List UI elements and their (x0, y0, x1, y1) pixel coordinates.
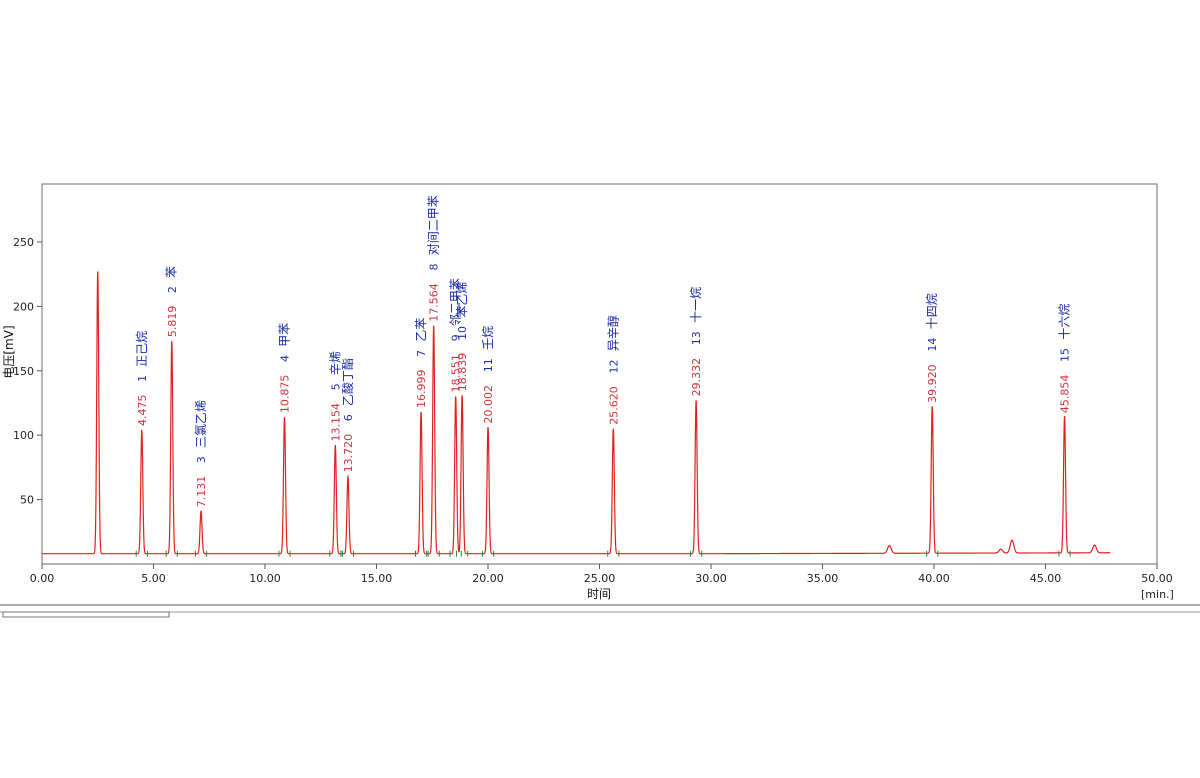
peak-retention-time: 13.720 (342, 434, 355, 473)
peak-retention-time: 18.551 (450, 354, 463, 393)
peak-compound-name: 苯乙烯 (455, 282, 469, 318)
trace-layer (42, 271, 1111, 555)
peak-compound-name: 十四烷 (925, 293, 939, 329)
axes: 0.00 5.00 10.00 15.00 20.00 25.00 30.00 35.00 40… (13, 236, 1173, 585)
x-tick-label: 25.00 (584, 572, 616, 585)
peak-retention-time: 29.332 (690, 358, 703, 397)
y-tick-label: 100 (13, 429, 34, 442)
peak-number: 5 (329, 383, 342, 390)
peak-number: 3 (195, 456, 208, 463)
y-tick-label: 250 (13, 236, 34, 249)
peak-labels: 4.475 1 正己烷 5.819 2 苯 7.131 3 三氯乙烯 10.875 4 甲苯 13.15… (135, 195, 1072, 507)
peak-compound-name: 苯 (165, 266, 179, 278)
peak-compound-name: 邻二甲苯 (449, 278, 463, 326)
peak-compound-name: 对间二甲苯 (427, 195, 441, 255)
peak-compound-name: 十六烷 (1058, 304, 1072, 340)
peak-compound-name: 十一烷 (689, 287, 703, 323)
y-axis-title: 电压[mV] (2, 325, 16, 378)
peak-compound-name: 三氯乙烯 (194, 400, 208, 448)
x-tick-label: 45.00 (1030, 572, 1062, 585)
x-axis-unit: [min.] (1141, 588, 1174, 601)
x-tick-label: 50.00 (1141, 572, 1173, 585)
peak-number: 7 (415, 350, 428, 357)
peak-number: 13 (690, 331, 703, 345)
peak-retention-time: 10.875 (279, 375, 292, 414)
x-tick-label: 5.00 (141, 572, 166, 585)
y-tick-label: 50 (20, 494, 34, 507)
peak-retention-time: 13.154 (329, 403, 342, 442)
peak-number: 1 (136, 375, 149, 382)
peak-retention-time: 7.131 (195, 476, 208, 508)
peak-compound-name: 甲苯 (278, 323, 292, 347)
peak-number: 2 (166, 286, 179, 293)
peak-retention-time: 39.920 (926, 364, 939, 403)
peak-number: 10 (456, 326, 469, 340)
peak-number: 4 (279, 355, 292, 362)
peak-compound-name: 正己烷 (135, 331, 149, 367)
x-tick-label: 10.00 (249, 572, 281, 585)
peak-compound-name: 辛烯 (328, 351, 342, 375)
x-tick-label: 30.00 (695, 572, 727, 585)
plot-area (41, 183, 1158, 565)
peak-compound-name: 壬烷 (481, 326, 495, 350)
peak-number: 6 (342, 414, 355, 421)
y-tick-label: 200 (13, 300, 34, 313)
peak-number: 12 (607, 360, 620, 374)
peak-number: 15 (1059, 348, 1072, 362)
peak-retention-time: 25.620 (607, 386, 620, 425)
peak-retention-time: 4.475 (136, 395, 149, 427)
peak-retention-time: 16.999 (415, 370, 428, 409)
peak-number: 14 (926, 338, 939, 352)
x-tick-label: 15.00 (361, 572, 393, 585)
peak-number: 11 (482, 358, 495, 372)
peak-retention-time: 5.819 (166, 306, 179, 338)
peak-number: 8 (428, 263, 441, 270)
peak-compound-name: 异辛醇 (605, 315, 620, 351)
x-tick-label: 0.00 (30, 572, 55, 585)
chromatogram-trace (42, 271, 1111, 555)
x-tick-label: 20.00 (472, 572, 504, 585)
peak-number: 9 (450, 334, 463, 341)
x-tick-label: 35.00 (807, 572, 839, 585)
peak-retention-time: 20.002 (482, 385, 495, 423)
x-tick-label: 40.00 (918, 572, 950, 585)
peak-retention-time: 45.854 (1059, 375, 1072, 414)
bottom-tab[interactable] (2, 611, 170, 618)
peak-retention-time: 18.839 (456, 353, 469, 392)
integration-markers (135, 550, 1071, 557)
peak-retention-time: 17.564 (428, 283, 441, 322)
peak-compound-name: 乙酸丁酯 (340, 358, 355, 406)
peak-compound-name: 乙苯 (414, 318, 428, 342)
x-axis-title: 时间 (587, 587, 611, 601)
y-tick-label: 150 (13, 365, 34, 378)
